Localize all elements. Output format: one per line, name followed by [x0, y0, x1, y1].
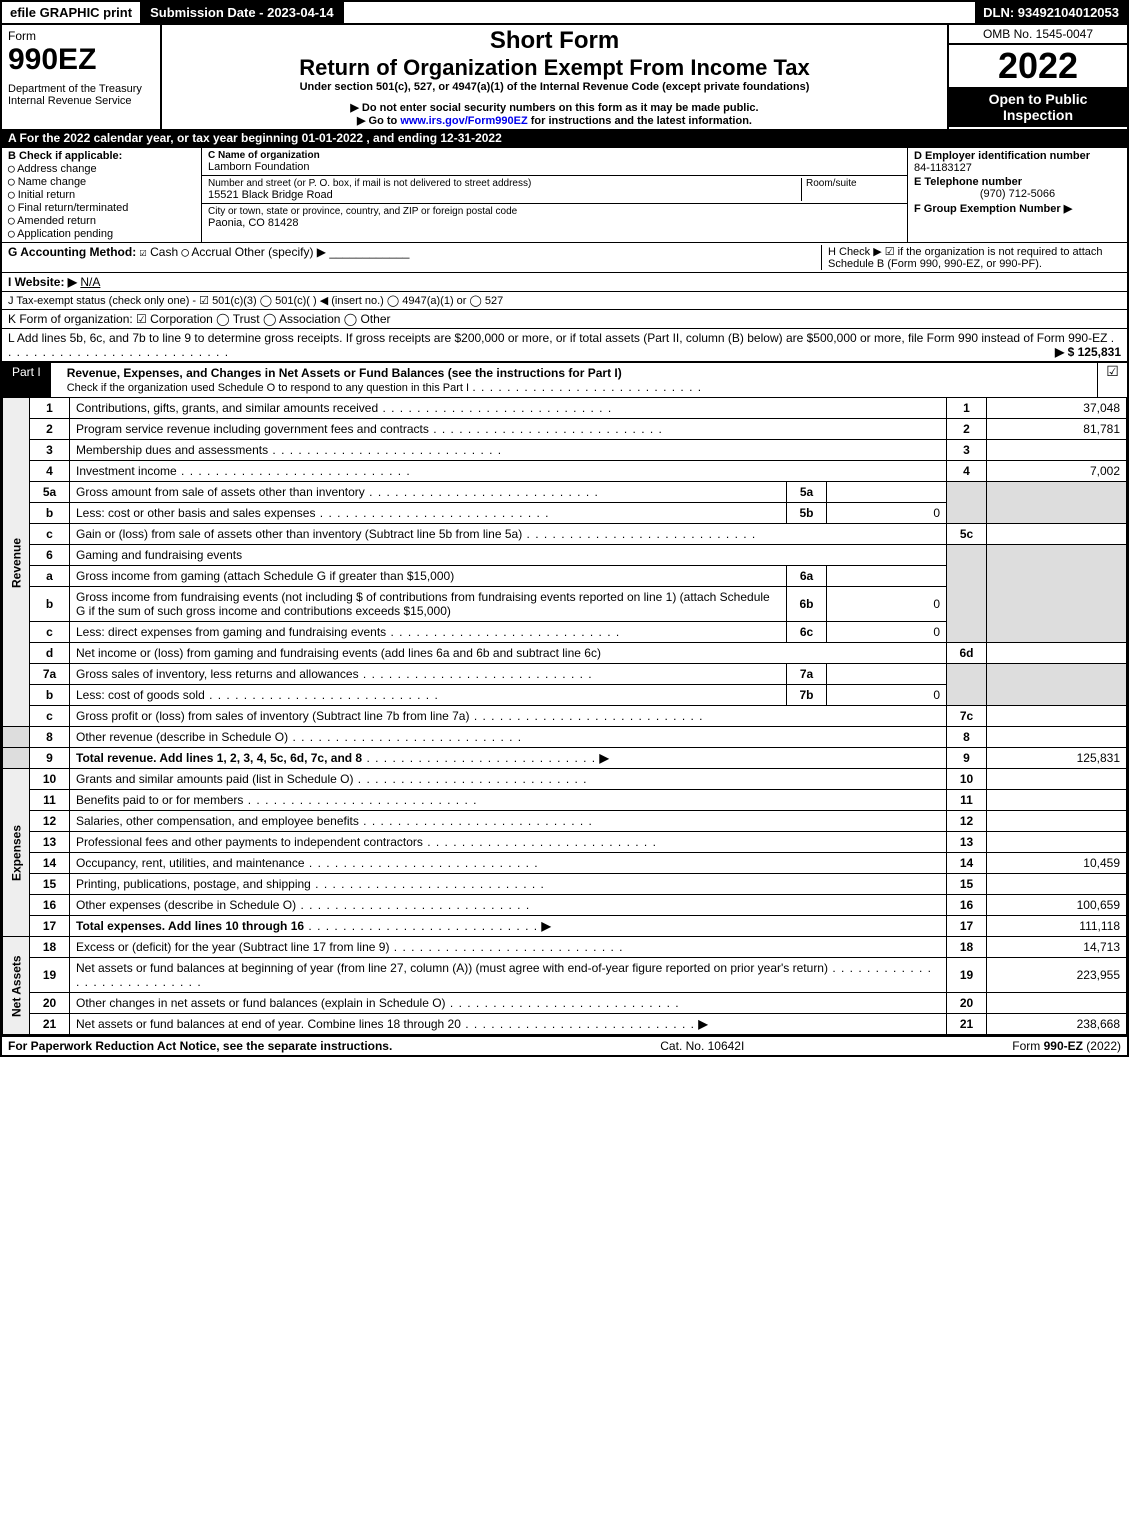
- room-suite-label: Room/suite: [801, 178, 901, 201]
- form-header: Form 990EZ Department of the Treasury In…: [2, 23, 1127, 129]
- section-l: L Add lines 5b, 6c, and 7b to line 9 to …: [2, 328, 1127, 361]
- line-6d-amount: [987, 643, 1127, 664]
- address: 15521 Black Bridge Road: [208, 189, 801, 201]
- ssn-note: ▶ Do not enter social security numbers o…: [168, 101, 941, 114]
- section-b-label: B Check if applicable:: [8, 150, 195, 162]
- form-number: 990EZ: [8, 43, 154, 77]
- line-8-amount: [987, 727, 1127, 748]
- line-14-amount: 10,459: [987, 853, 1127, 874]
- department-label: Department of the Treasury Internal Reve…: [8, 83, 154, 107]
- section-def: D Employer identification number 84-1183…: [907, 148, 1127, 242]
- subtitle: Under section 501(c), 527, or 4947(a)(1)…: [168, 81, 941, 93]
- section-gh: G Accounting Method: ☑ Cash ◯ Accrual Ot…: [2, 242, 1127, 272]
- line-16-amount: 100,659: [987, 895, 1127, 916]
- open-to-public: Open to Public Inspection: [949, 87, 1127, 127]
- line-21-amount: 238,668: [987, 1014, 1127, 1035]
- line-9-amount: 125,831: [987, 748, 1127, 769]
- accounting-method-label: G Accounting Method:: [8, 245, 136, 259]
- group-exemption-label: F Group Exemption Number ▶: [914, 202, 1121, 215]
- other-specify: Other (specify) ▶: [235, 245, 326, 259]
- line-2-amount: 81,781: [987, 419, 1127, 440]
- section-l-amount: ▶ $ 125,831: [1055, 345, 1121, 359]
- net-assets-section-label: Net Assets: [3, 937, 30, 1035]
- org-name-label: C Name of organization: [208, 150, 901, 161]
- check-amended-return[interactable]: ◯ Amended return: [8, 214, 195, 227]
- line-19-amount: 223,955: [987, 958, 1127, 993]
- short-form-title: Short Form: [168, 27, 941, 55]
- section-l-text: L Add lines 5b, 6c, and 7b to line 9 to …: [8, 331, 1107, 345]
- tax-year: 2022: [949, 45, 1127, 87]
- part-1-label: Part I: [2, 363, 51, 397]
- omb-number: OMB No. 1545-0047: [949, 25, 1127, 45]
- return-title: Return of Organization Exempt From Incom…: [168, 55, 941, 81]
- part-1-header: Part I Revenue, Expenses, and Changes in…: [2, 361, 1127, 397]
- line-7c-amount: [987, 706, 1127, 727]
- line-6c-value: 0: [827, 622, 947, 643]
- line-3-amount: [987, 440, 1127, 461]
- form-page: efile GRAPHIC print Submission Date - 20…: [0, 0, 1129, 1057]
- city-state-zip: Paonia, CO 81428: [208, 217, 901, 229]
- section-k: K Form of organization: ☑ Corporation ◯ …: [2, 309, 1127, 328]
- dln: DLN: 93492104012053: [975, 2, 1127, 23]
- part-1-title: Revenue, Expenses, and Changes in Net As…: [67, 366, 622, 380]
- check-accrual[interactable]: ◯: [181, 245, 188, 259]
- top-bar: efile GRAPHIC print Submission Date - 20…: [2, 2, 1127, 23]
- section-c: C Name of organization Lamborn Foundatio…: [202, 148, 907, 242]
- submission-date: Submission Date - 2023-04-14: [142, 2, 344, 23]
- check-address-change[interactable]: ◯ Address change: [8, 162, 195, 175]
- check-initial-return[interactable]: ◯ Initial return: [8, 188, 195, 201]
- org-name: Lamborn Foundation: [208, 161, 901, 173]
- irs-link[interactable]: www.irs.gov/Form990EZ: [400, 115, 527, 127]
- efile-print-label[interactable]: efile GRAPHIC print: [2, 2, 142, 23]
- line-7b-value: 0: [827, 685, 947, 706]
- check-final-return[interactable]: ◯ Final return/terminated: [8, 201, 195, 214]
- website-label: I Website: ▶: [8, 275, 77, 289]
- city-label: City or town, state or province, country…: [208, 206, 901, 217]
- expenses-section-label: Expenses: [3, 769, 30, 937]
- part-1-table: Revenue 1 Contributions, gifts, grants, …: [2, 397, 1127, 1035]
- phone: (970) 712-5066: [914, 188, 1121, 200]
- section-h: H Check ▶ ☑ if the organization is not r…: [821, 245, 1121, 270]
- section-a-period: A For the 2022 calendar year, or tax yea…: [2, 129, 1127, 147]
- website-value: N/A: [80, 275, 100, 289]
- revenue-section-label: Revenue: [3, 398, 30, 727]
- entity-block: B Check if applicable: ◯ Address change …: [2, 147, 1127, 242]
- paperwork-notice: For Paperwork Reduction Act Notice, see …: [8, 1039, 392, 1053]
- ein: 84-1183127: [914, 162, 1121, 174]
- part-1-checkbox[interactable]: ☑: [1097, 363, 1127, 397]
- check-cash[interactable]: ☑: [140, 245, 147, 259]
- section-j: J Tax-exempt status (check only one) - ☑…: [2, 291, 1127, 309]
- form-word: Form: [8, 29, 154, 43]
- form-id: Form 990-EZ (2022): [1012, 1039, 1121, 1053]
- goto-note[interactable]: ▶ Go to www.irs.gov/Form990EZ for instru…: [168, 114, 941, 127]
- line-17-amount: 111,118: [987, 916, 1127, 937]
- check-name-change[interactable]: ◯ Name change: [8, 175, 195, 188]
- page-footer: For Paperwork Reduction Act Notice, see …: [2, 1035, 1127, 1055]
- line-5c-amount: [987, 524, 1127, 545]
- phone-label: E Telephone number: [914, 176, 1121, 188]
- line-1-amount: 37,048: [987, 398, 1127, 419]
- section-i: I Website: ▶ N/A: [2, 272, 1127, 291]
- line-18-amount: 14,713: [987, 937, 1127, 958]
- line-5b-value: 0: [827, 503, 947, 524]
- line-6b-value: 0: [827, 587, 947, 622]
- section-b: B Check if applicable: ◯ Address change …: [2, 148, 202, 242]
- check-application-pending[interactable]: ◯ Application pending: [8, 227, 195, 240]
- ein-label: D Employer identification number: [914, 150, 1121, 162]
- address-label: Number and street (or P. O. box, if mail…: [208, 178, 801, 189]
- catalog-number: Cat. No. 10642I: [660, 1039, 744, 1053]
- part-1-check-note: Check if the organization used Schedule …: [67, 382, 469, 394]
- line-4-amount: 7,002: [987, 461, 1127, 482]
- line-10-amount: [987, 769, 1127, 790]
